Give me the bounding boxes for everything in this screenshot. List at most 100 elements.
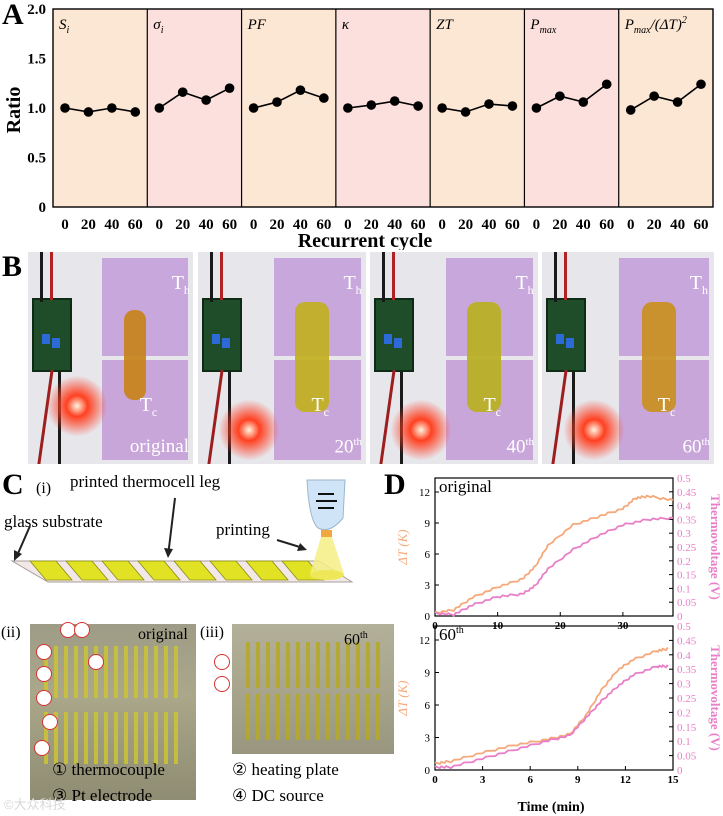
photo-leg-stripe <box>296 694 300 740</box>
x-tick-label: 60 <box>128 217 143 233</box>
led-photo-0: Th Tc original <box>28 252 193 464</box>
x-tick-label: 12 <box>620 774 632 786</box>
led-photo-3: Th Tc 60th <box>542 252 714 464</box>
panel-label-d: D <box>384 468 406 501</box>
panel-label-a: A <box>2 0 24 31</box>
x-tick-label: 0 <box>438 217 446 233</box>
left-tick-label: 9 <box>425 518 431 530</box>
series-line-1 <box>158 87 230 109</box>
cycle-caption: 20th <box>334 436 362 458</box>
cycle-caption: original <box>129 436 189 457</box>
photo-leg-stripe <box>326 694 330 740</box>
photo-leg-stripe <box>266 694 270 740</box>
legend-thermocouple: ① thermocouple <box>52 760 165 779</box>
series-line-3 <box>347 100 419 109</box>
subplot-title-1: σi <box>153 17 163 36</box>
photo-leg-stripe <box>366 694 370 740</box>
panel-label-b: B <box>2 250 23 283</box>
hot-label: Th <box>689 272 708 297</box>
photo-leg-stripe <box>356 694 360 740</box>
x-tick-label: 40 <box>104 217 119 233</box>
printing-arrow-head <box>297 543 307 551</box>
series-Thermovoltage-1 <box>434 664 669 770</box>
callout-marker <box>42 714 58 730</box>
photo-leg-stripe <box>154 646 158 698</box>
device-photo-60th: 60th <box>232 624 394 754</box>
series-ΔT-0 <box>434 494 674 614</box>
photo-leg-stripe <box>286 694 290 740</box>
data-point-3-2 <box>389 96 400 106</box>
data-point-6-0 <box>625 105 636 115</box>
callout-marker <box>36 690 52 706</box>
callout-marker <box>36 644 52 660</box>
photo-leg-stripe <box>44 712 48 764</box>
photo-leg-stripe <box>84 712 88 764</box>
photo-leg-stripe <box>336 642 340 688</box>
leg-arrow-head <box>164 548 173 558</box>
x-tick-label: 60 <box>411 217 426 233</box>
data-point-1-2 <box>201 95 211 105</box>
x-axis-label: Recurrent cycle <box>298 230 433 250</box>
x-tick-label: 20 <box>647 217 662 233</box>
left-tick-label: 0 <box>425 611 431 623</box>
series-line-4 <box>442 103 513 113</box>
x-tick-label: 0 <box>432 774 438 786</box>
printer-nozzle <box>306 479 346 531</box>
photo-60th-label: 60th <box>344 630 368 649</box>
cold-label: Tc <box>483 394 501 419</box>
photo-leg-stripe <box>366 642 370 688</box>
x-tick-label: 15 <box>668 774 680 786</box>
left-tick-label: 12 <box>419 487 430 499</box>
subpanel-label-i: (i) <box>36 480 52 497</box>
x-tick-label: 60 <box>599 217 614 233</box>
x-tick-label: 0 <box>627 217 635 233</box>
data-point-3-3 <box>413 101 423 111</box>
photo-leg-stripe <box>64 646 68 698</box>
photo-leg-stripe <box>376 694 380 740</box>
photo-original-label: original <box>138 626 188 643</box>
circuit-board <box>546 298 586 372</box>
y-tick-label: 2.0 <box>27 2 46 18</box>
photo-leg-stripe <box>316 694 320 740</box>
right-tick-label: 0 <box>677 611 683 623</box>
right-tick-label: 0.3 <box>677 679 691 691</box>
ink-jet <box>310 537 344 574</box>
x-tick-label: 40 <box>293 217 308 233</box>
data-point-0-2 <box>107 103 117 113</box>
series-Thermovoltage-0 <box>434 516 674 617</box>
left-axis-label: ΔT (K) <box>395 680 410 716</box>
circuit-board <box>32 298 72 372</box>
substrate-arrow-head <box>14 550 22 561</box>
photo-leg-stripe <box>54 646 58 698</box>
thermocell-leg <box>295 302 330 412</box>
x-tick-label: 60 <box>222 217 237 233</box>
data-point-2-0 <box>248 103 259 113</box>
photo-leg-stripe <box>114 712 118 764</box>
x-tick-label: 0 <box>533 217 541 233</box>
photo-leg-stripe <box>154 712 158 764</box>
printed-leg-2 <box>101 560 145 581</box>
legend-dc-source: ④ DC source <box>232 786 324 805</box>
photo-leg-stripe <box>286 642 290 688</box>
photo-leg-stripe <box>246 694 250 740</box>
data-point-2-3 <box>319 93 329 103</box>
x-tick-label: 40 <box>199 217 214 233</box>
data-point-5-0 <box>531 103 542 113</box>
right-tick-label: 0.4 <box>677 501 691 513</box>
photo-leg-stripe <box>114 646 118 698</box>
callout-marker <box>214 676 230 692</box>
data-point-2-1 <box>272 97 282 107</box>
callout-marker <box>36 666 52 682</box>
x-tick-label: 60 <box>694 217 709 233</box>
y-tick-label: 0.5 <box>27 151 46 167</box>
photo-leg-stripe <box>124 646 128 698</box>
watermark: ©大众科技 <box>4 797 66 812</box>
photo-leg-stripe <box>74 646 78 698</box>
printing-label: printing <box>216 520 270 539</box>
y-axis-label: Ratio <box>3 87 25 134</box>
cold-label: Tc <box>657 394 676 419</box>
led-glow <box>218 400 279 460</box>
data-point-4-1 <box>460 107 471 117</box>
data-point-4-3 <box>507 101 518 111</box>
right-tick-label: 0.1 <box>677 736 691 748</box>
